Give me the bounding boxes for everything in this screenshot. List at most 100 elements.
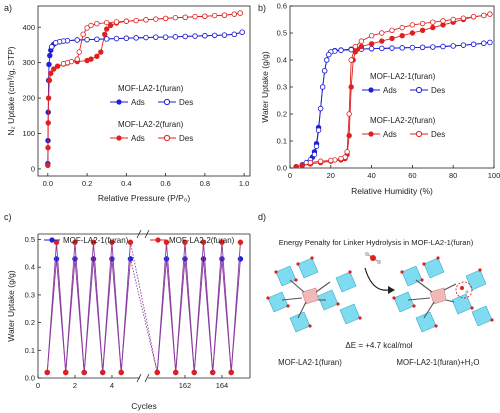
data-point <box>237 239 244 246</box>
data-point <box>172 34 179 40</box>
data-point <box>182 14 188 21</box>
panel-b-legend2-des: Des <box>410 130 445 139</box>
data-point <box>62 369 69 376</box>
data-point <box>328 157 334 164</box>
y-tick-label: 0.5 <box>25 235 35 244</box>
y-tick-label: 0.4 <box>277 56 287 65</box>
x-tick-label: 0.8 <box>200 179 210 188</box>
data-point <box>326 51 332 58</box>
x-tick-label: 1.0 <box>239 179 249 188</box>
data-point <box>162 15 169 22</box>
data-point <box>368 45 375 52</box>
y-tick-label: 400 <box>22 23 35 32</box>
data-point <box>419 27 426 33</box>
data-point <box>113 19 120 25</box>
data-point <box>200 239 207 246</box>
panel-d-right-label: MOF-LA2-1(furan)+H₂O <box>397 358 480 367</box>
data-point <box>317 105 324 112</box>
data-point <box>293 163 299 168</box>
data-point <box>344 149 350 155</box>
data-point <box>127 239 134 246</box>
data-point <box>368 33 375 39</box>
data-point <box>153 16 159 22</box>
data-point <box>389 35 395 42</box>
data-point <box>84 36 90 43</box>
panel-d-title: Energy Penalty for Linker Hydrolysis in … <box>279 238 474 247</box>
x-tick-label: 164 <box>216 381 229 390</box>
data-point <box>49 44 55 50</box>
panel-c-ylabel: Water Uptake (g/g) <box>6 270 16 342</box>
x-tick-label: 100 <box>488 171 500 180</box>
series-line <box>156 258 241 373</box>
data-point <box>45 120 51 126</box>
data-point <box>182 239 188 246</box>
water-molecule-icon <box>365 251 382 265</box>
y-tick-label: 0.1 <box>277 137 287 146</box>
data-point <box>94 36 100 42</box>
data-point <box>76 49 82 55</box>
data-point <box>348 57 354 63</box>
data-point <box>182 33 188 40</box>
data-point <box>481 40 487 46</box>
data-point <box>123 18 130 24</box>
x-tick-label: 0.0 <box>43 179 53 188</box>
panel-c-legend2-label: MOF-LA2-2(furan) <box>169 236 235 245</box>
data-point <box>430 19 436 25</box>
panel-d-left-label: MOF-LA2-1(furan) <box>278 358 342 367</box>
panel-c-letter: c) <box>4 212 12 222</box>
data-point <box>53 239 60 246</box>
y-tick-label: 0.3 <box>25 290 35 299</box>
panel-a-legend2-title: MOF-LA2-2(furan) <box>118 120 184 129</box>
data-point <box>51 66 57 72</box>
data-point <box>319 84 326 90</box>
data-point <box>74 37 80 43</box>
panel-a-frame <box>37 5 251 177</box>
data-point <box>80 31 86 38</box>
panel-c: c) 0 2 4 162 164 0.0 0.1 0.2 0.3 0.4 0.5 Cycles Wa… <box>4 212 251 411</box>
data-point <box>143 17 149 23</box>
data-point <box>460 15 467 21</box>
data-point <box>399 24 405 31</box>
data-point <box>460 42 467 48</box>
data-point <box>338 155 344 162</box>
data-point <box>172 369 179 376</box>
panel-b-plot <box>293 11 493 168</box>
panel-a-letter: a) <box>4 3 12 13</box>
mof-structure-right <box>392 256 494 333</box>
data-point <box>123 35 130 41</box>
data-point <box>74 56 80 62</box>
x-tick-label: 162 <box>179 381 192 390</box>
panel-a-legend2-des-label: Des <box>179 134 193 143</box>
data-point <box>348 47 354 53</box>
data-point <box>409 30 416 36</box>
panel-b-axes: 0 20 40 60 80 100 0.0 0.1 0.2 0.3 0.4 0.5 0.6 <box>277 2 500 181</box>
data-point <box>143 34 149 41</box>
data-point <box>368 41 375 47</box>
data-point <box>450 43 456 49</box>
data-point <box>81 369 87 376</box>
series-line <box>46 242 131 373</box>
data-point <box>45 162 51 169</box>
data-point <box>107 22 114 29</box>
panel-b-legend2-ads-label: Ads <box>383 130 397 139</box>
series-line <box>63 12 241 65</box>
y-tick-label: 0.2 <box>277 110 287 119</box>
data-point <box>211 12 218 19</box>
data-point <box>98 49 104 55</box>
data-point <box>324 57 330 63</box>
data-point <box>450 16 456 23</box>
data-point <box>52 40 59 46</box>
data-point <box>430 44 436 50</box>
panel-c-plot <box>44 239 244 376</box>
panel-c-xlabel: Cycles <box>131 401 157 411</box>
panel-b-xlabel: Relative Humidity (%) <box>351 186 433 196</box>
mof-structure-left <box>266 256 362 333</box>
panel-a-ylabel: N₂ Uptake (cm³/g, STP) <box>6 46 16 135</box>
data-point <box>470 41 477 48</box>
axis-break-icon <box>136 229 150 383</box>
series-line <box>156 242 241 373</box>
y-tick-label: 200 <box>22 94 35 103</box>
y-tick-label: 100 <box>22 129 35 138</box>
data-point <box>352 43 358 50</box>
